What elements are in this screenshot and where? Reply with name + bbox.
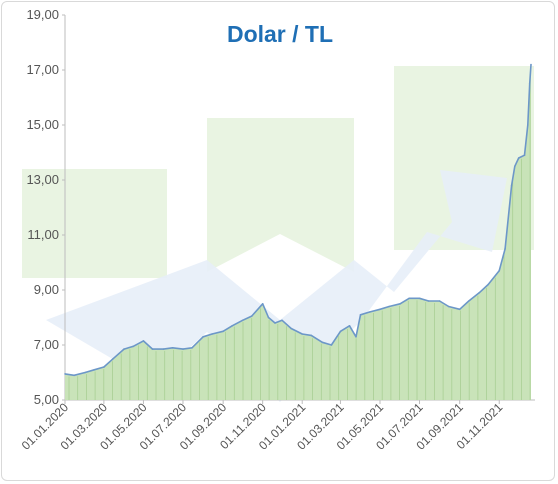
y-axis-ticks: 19,00 17,00 15,00 13,00 11,00 9,00 7,00 5,00: [26, 7, 65, 407]
chart-title: Dolar / TL: [227, 21, 333, 47]
series-point: [191, 347, 193, 349]
series-point: [321, 341, 324, 344]
series-point: [408, 297, 411, 300]
series-point: [527, 124, 529, 126]
series-point: [222, 330, 224, 333]
series-point: [498, 270, 501, 272]
series-point: [151, 348, 154, 350]
series-point: [368, 311, 371, 313]
series-point: [504, 248, 506, 250]
series-point: [241, 319, 244, 322]
y-tick-label: 19,00: [26, 7, 59, 22]
series-point: [458, 308, 461, 311]
series-point: [112, 358, 114, 360]
series-point: [202, 336, 204, 338]
series-point: [231, 325, 233, 327]
watermark-green-block-mid: [207, 118, 354, 272]
area-fill: [65, 64, 531, 400]
series-point: [355, 336, 357, 338]
series-point: [123, 348, 125, 350]
series-point: [379, 308, 381, 311]
series-point: [330, 344, 333, 346]
y-tick-label: 13,00: [26, 172, 59, 187]
series-point: [261, 303, 264, 305]
series-point: [162, 348, 165, 350]
area-stripes: [68, 79, 531, 400]
series-point: [447, 305, 450, 308]
y-tick-label: 17,00: [26, 62, 59, 77]
series-point: [182, 348, 184, 350]
series-point: [93, 369, 95, 371]
series-point: [510, 184, 513, 187]
series-point: [530, 63, 532, 66]
series-point: [418, 297, 421, 300]
chart-svg: Dolar / TL 19,00 17,00 15,00 13,00 11,00 9,00…: [19, 7, 535, 453]
series-point: [339, 330, 342, 333]
series-point: [399, 303, 401, 305]
series-point: [348, 325, 351, 327]
plot-area: [64, 63, 532, 400]
series-point: [427, 300, 430, 302]
series-point: [517, 157, 520, 159]
series-point: [388, 305, 390, 308]
series-point: [478, 292, 481, 294]
series-point: [84, 371, 86, 374]
series-point: [64, 373, 66, 375]
series-point: [523, 154, 526, 156]
series-point: [487, 283, 490, 286]
series-point: [211, 333, 213, 335]
y-tick-label: 15,00: [26, 117, 59, 132]
series-point: [73, 374, 75, 377]
series-point: [171, 347, 174, 349]
series-point: [290, 327, 293, 330]
series-point: [514, 165, 516, 168]
series-point: [132, 345, 134, 348]
series-point: [359, 314, 362, 316]
x-axis-ticks: 01.01.202001.03.202001.05.202001.07.2020…: [19, 400, 506, 453]
series-point: [274, 322, 276, 324]
series-point: [301, 333, 304, 335]
series-point: [438, 300, 441, 302]
series-point: [310, 334, 313, 337]
watermark-arrows: [22, 66, 534, 402]
series-point: [142, 340, 145, 342]
series-point: [528, 83, 531, 85]
series-point: [468, 300, 470, 302]
series-points: [64, 63, 532, 377]
watermark-blue-arrow: [46, 170, 507, 402]
watermark-green-block-left: [22, 169, 167, 278]
y-tick-label: 5,00: [34, 392, 59, 407]
series-point: [267, 316, 270, 319]
y-tick-label: 11,00: [27, 227, 59, 242]
series-point: [250, 315, 253, 317]
y-tick-label: 7,00: [34, 337, 59, 352]
series-point: [103, 366, 105, 368]
y-tick-label: 9,00: [34, 282, 59, 297]
series-point: [281, 319, 283, 322]
